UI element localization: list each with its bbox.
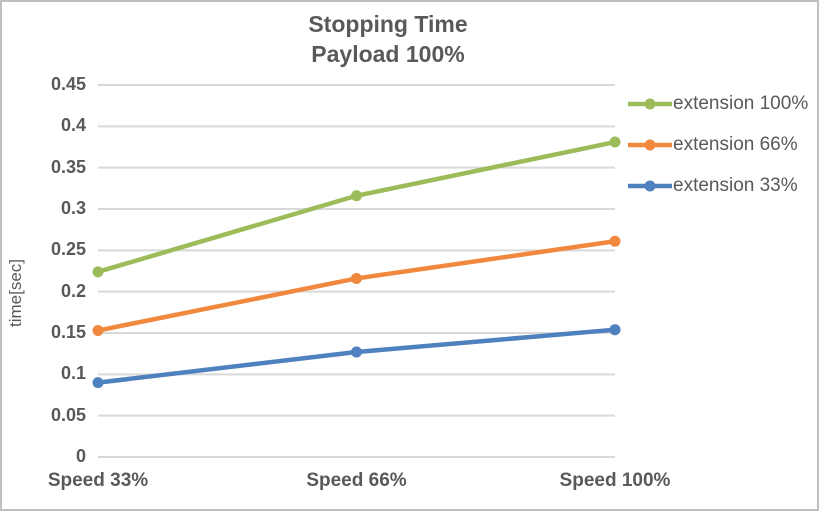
legend-marker-icon <box>628 98 672 110</box>
y-tick-label: 0.3 <box>60 198 86 218</box>
chart-title: Stopping Time <box>308 11 468 37</box>
data-point <box>351 190 362 202</box>
legend-label: extension 100% <box>673 93 809 114</box>
y-tick-label: 0.05 <box>50 404 86 425</box>
chart-subtitle: Payload 100% <box>311 41 465 67</box>
legend-item: extension 33% <box>627 172 808 200</box>
x-tick-label: Speed 100% <box>559 470 671 491</box>
legend-label: extension 33% <box>673 175 798 196</box>
x-tick-label: Speed 66% <box>306 470 407 491</box>
legend: extension 100% extension 66% extension 33% <box>627 90 808 200</box>
legend-label: extension 66% <box>673 134 798 155</box>
y-tick-label: 0.25 <box>50 239 86 260</box>
legend-marker-icon <box>628 139 672 151</box>
data-point <box>609 235 621 247</box>
y-tick-label: 0.35 <box>50 156 86 177</box>
y-tick-label: 0.4 <box>60 115 86 136</box>
y-tick-label: 0.15 <box>50 322 86 342</box>
legend-item: extension 66% <box>627 131 808 159</box>
data-point <box>92 325 104 337</box>
y-tick-label: 0.45 <box>50 74 86 94</box>
data-point <box>351 272 362 284</box>
chart-title-block: Stopping Time Payload 100% <box>2 9 774 69</box>
y-tick-label: 0.1 <box>60 363 86 384</box>
data-point <box>609 324 621 336</box>
legend-item: extension 100% <box>627 90 808 118</box>
legend-marker-icon <box>628 180 672 192</box>
y-tick-label: 0 <box>75 446 86 466</box>
series-line-1 <box>95 238 618 333</box>
data-point <box>609 136 621 148</box>
data-point <box>92 377 104 389</box>
x-tick-label: Speed 33% <box>47 470 149 491</box>
data-point <box>351 346 362 358</box>
y-tick-label: 0.2 <box>60 280 86 301</box>
data-point <box>92 266 104 278</box>
